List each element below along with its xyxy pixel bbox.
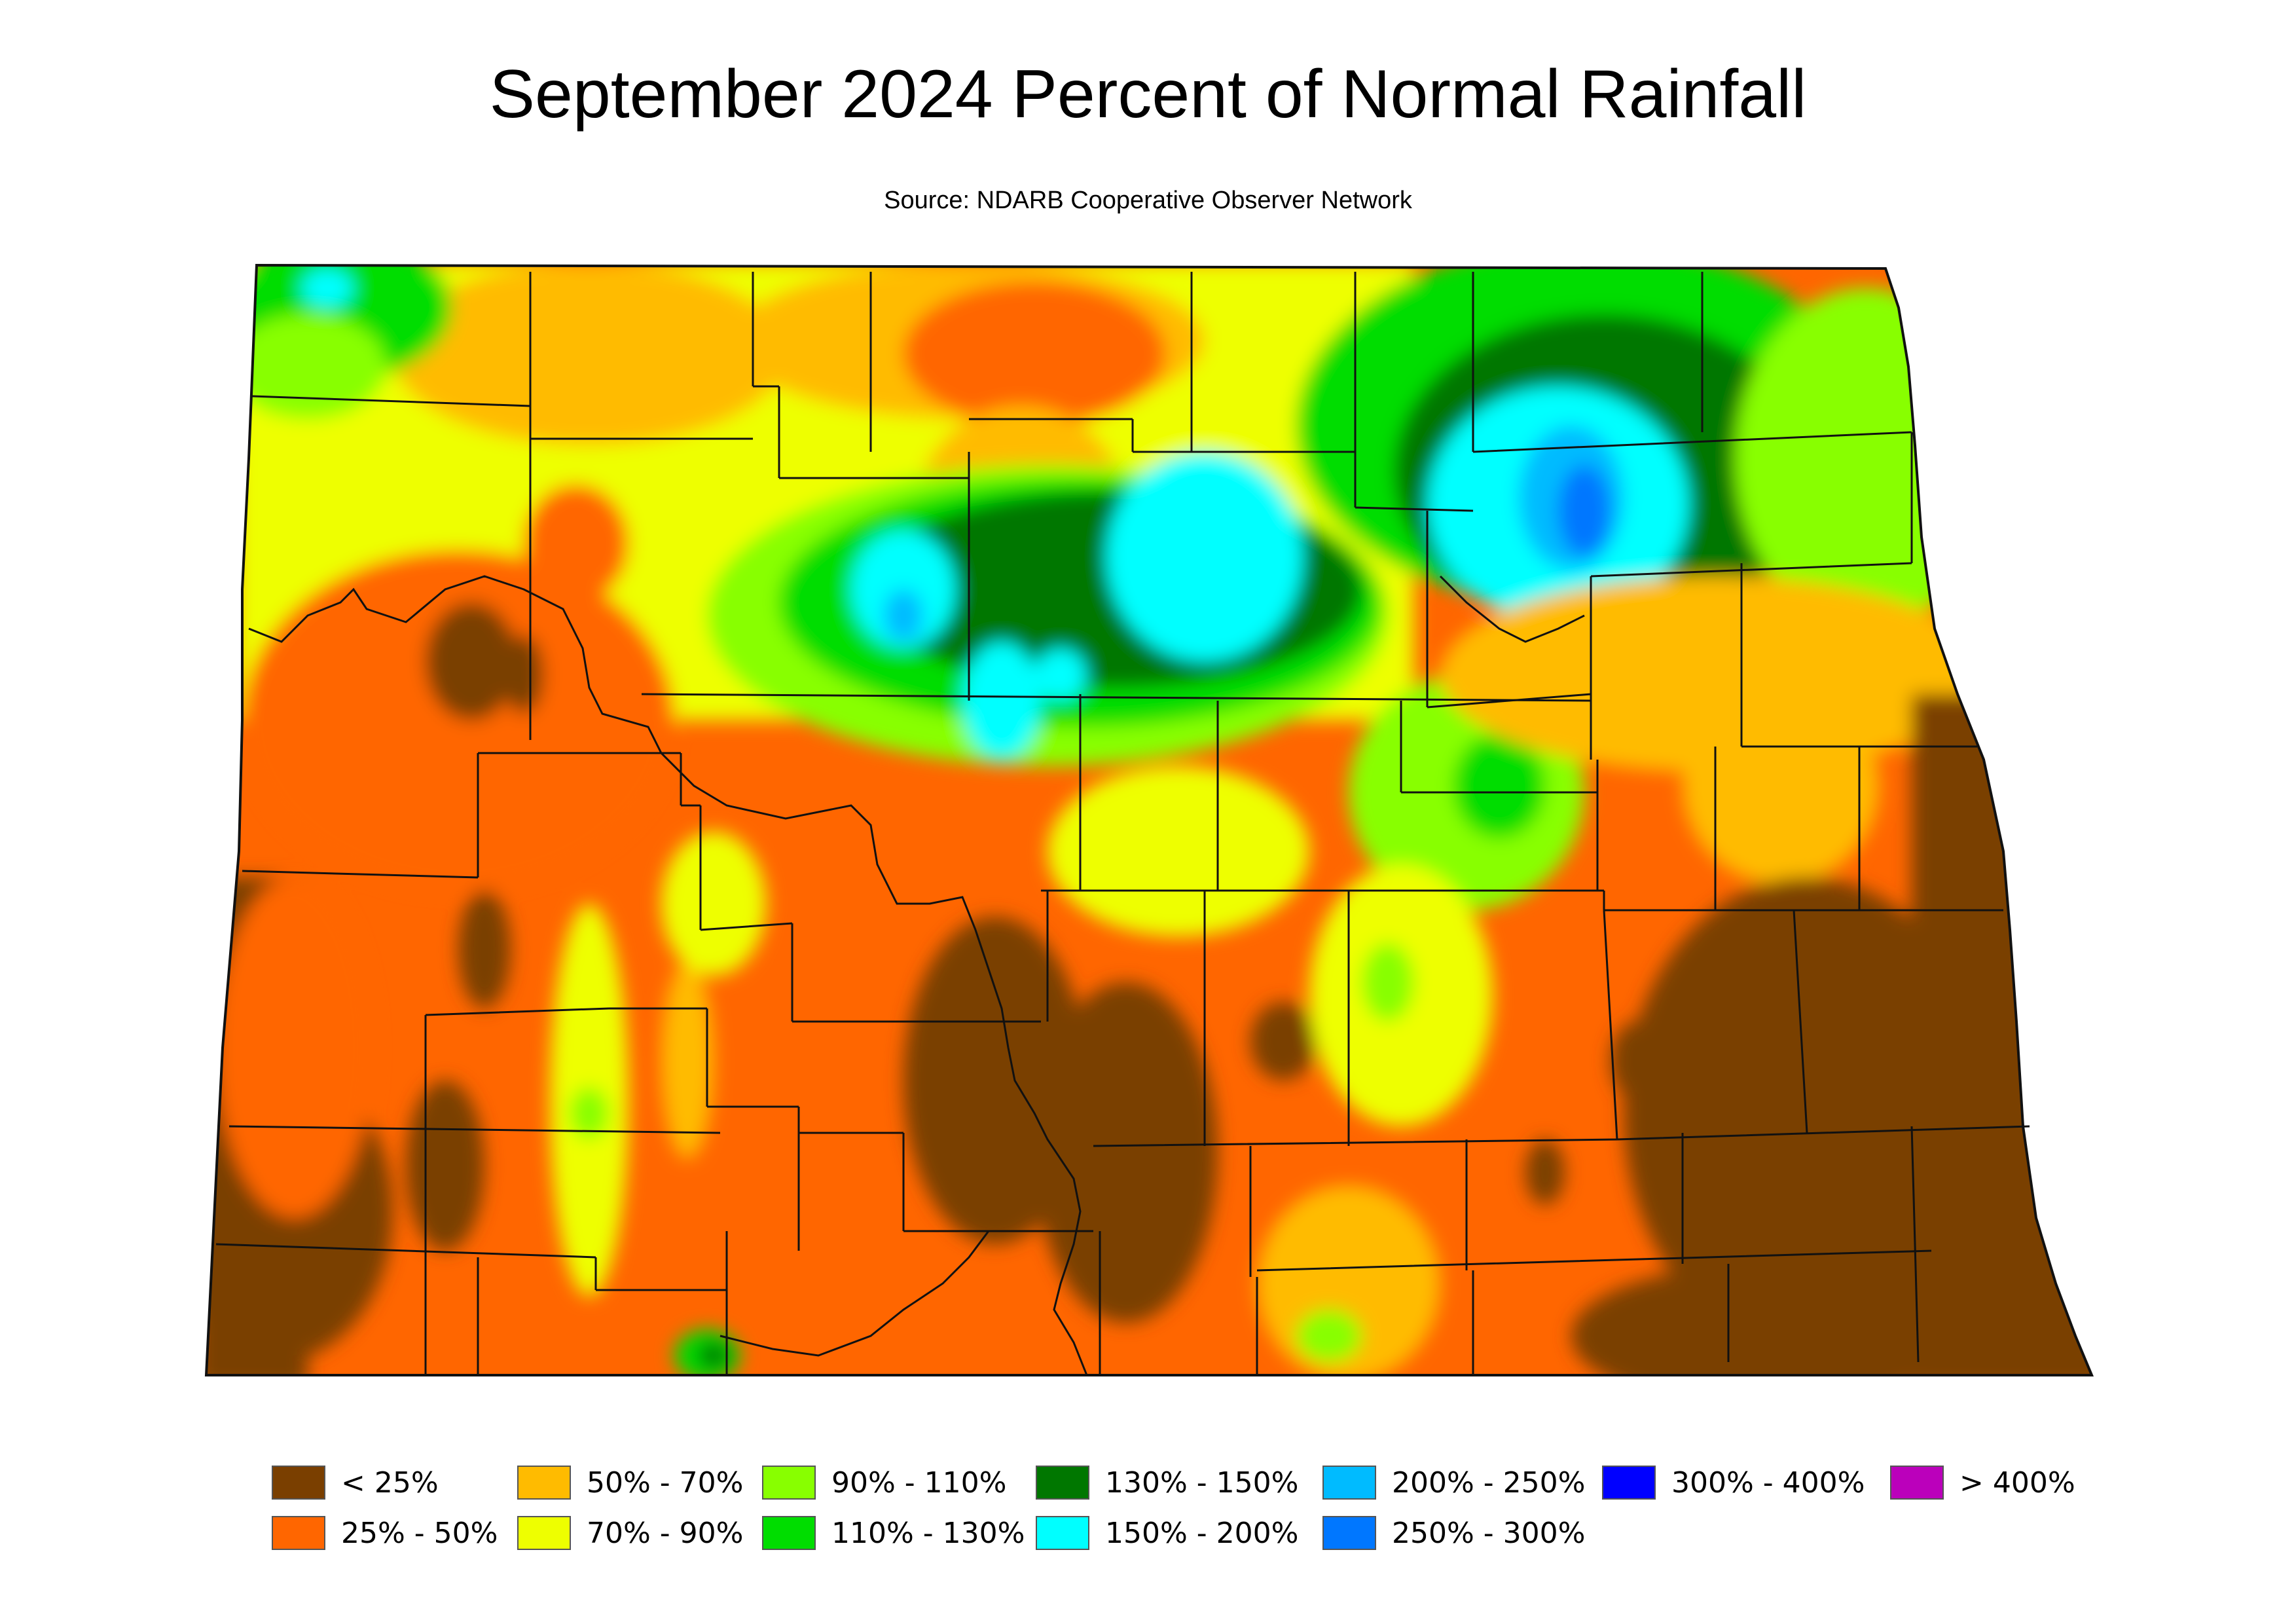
county-boundaries xyxy=(215,272,2030,1375)
field-150-200-d xyxy=(1106,452,1303,661)
field-150-200-b xyxy=(962,642,1041,760)
field-lt25-west-a xyxy=(426,602,517,720)
field-lt25-south-c xyxy=(1250,1002,1316,1080)
field-25-50-west xyxy=(242,550,674,891)
map-title: September 2024 Percent of Normal Rainfal… xyxy=(489,56,1807,132)
county-line-s1 xyxy=(215,1231,1932,1375)
county-line-c1 xyxy=(242,752,2003,1146)
map-subtitle: Source: NDARB Cooperative Observer Netwo… xyxy=(884,187,1412,214)
field-lt25-se-c xyxy=(1611,1022,1663,1100)
field-25-50-west-b xyxy=(524,485,629,602)
field-130-150-south xyxy=(697,1342,730,1369)
field-70-90-south-b xyxy=(661,832,766,976)
county-line-c2 xyxy=(228,1007,2030,1375)
field-lt25-south-b xyxy=(1034,982,1218,1323)
state-outline xyxy=(204,263,2094,1376)
field-50-70-east-central xyxy=(1683,688,1879,884)
field-lt25-se-b xyxy=(1571,1264,1964,1375)
field-50-70-north-a xyxy=(393,265,786,445)
field-lt25-west-b xyxy=(504,635,543,714)
missouri-river xyxy=(248,575,1088,1376)
field-250-300-ne xyxy=(1558,465,1611,557)
county-line-n1 xyxy=(251,272,1913,760)
field-110-130-center-east xyxy=(1453,733,1545,838)
county-line-n2 xyxy=(529,439,1977,910)
field-lt25-se-a xyxy=(1624,877,1990,1349)
field-50-70-south-a xyxy=(661,963,714,1159)
field-70-90-central xyxy=(1048,766,1309,936)
rivers xyxy=(248,575,1585,1376)
field-90-110-south-b xyxy=(1362,943,1414,1022)
field-150-200-c xyxy=(1034,648,1087,701)
field-90-110-south-a xyxy=(570,1087,609,1139)
field-lt25-south-d xyxy=(1525,1139,1565,1205)
field-lt25-sw-b xyxy=(406,1080,484,1251)
souris-river xyxy=(1439,575,1585,643)
field-90-110-nw xyxy=(229,314,386,419)
field-25-50-sw xyxy=(216,877,373,1218)
field-90-110-east xyxy=(1735,288,1997,629)
field-150-200-nw xyxy=(301,268,354,308)
rainfall-field xyxy=(206,265,2092,1375)
field-90-110-south-c xyxy=(1296,1310,1362,1362)
field-lt25-sw-c xyxy=(458,891,511,1008)
field-25-50-north xyxy=(903,282,1165,426)
field-200-250-a xyxy=(884,589,923,642)
cannonball-river xyxy=(720,1230,990,1357)
